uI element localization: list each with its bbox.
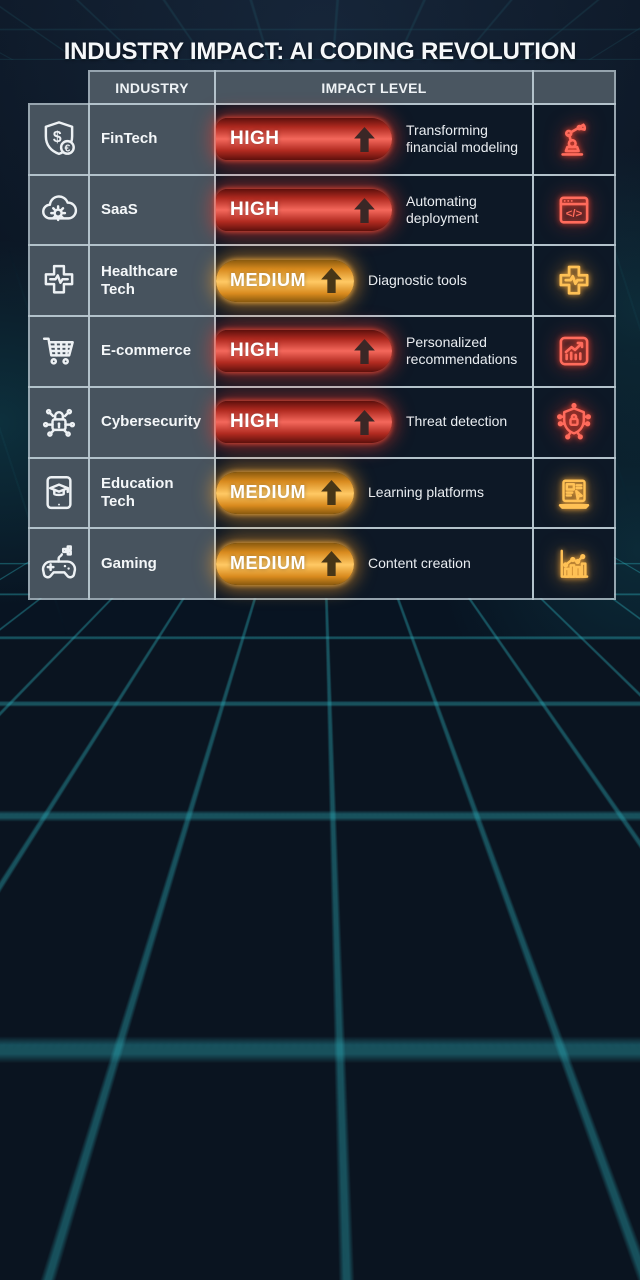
impact-cell-saas: HIGH Automating deployment: [216, 175, 532, 245]
category-cell-education: [534, 458, 614, 528]
category-cell-gaming: [534, 529, 614, 598]
game-controller-icon: [41, 544, 77, 579]
impact-cell-ecommerce: HIGH Personalized recommendations: [216, 317, 532, 386]
trend-chart-icon: [559, 337, 589, 366]
category-cell-ecommerce: [534, 317, 614, 386]
impact-description: Personalized recommendations: [406, 333, 518, 368]
impact-badge-medium: MEDIUM: [216, 259, 354, 302]
table-row-healthcare-icon-cell: [30, 246, 88, 316]
arrow-up-icon: [354, 197, 375, 223]
impact-description: Learning platforms: [368, 484, 484, 501]
industry-label-fintech: FinTech: [90, 105, 214, 174]
column-header-impact-level: IMPACT LEVEL: [216, 72, 532, 103]
table-row-gaming-icon-cell: [30, 529, 88, 598]
arrow-up-icon: [354, 409, 375, 435]
impact-table: INDUSTRY IMPACT LEVEL $ € FinTech HIGH T…: [30, 72, 614, 598]
industry-label-cybersecurity: Cybersecurity: [90, 387, 214, 457]
table-row-cybersecurity-icon-cell: [30, 387, 88, 457]
impact-level-label: HIGH: [230, 128, 280, 150]
svg-text:$: $: [53, 129, 62, 146]
column-header-industry: INDUSTRY: [90, 72, 214, 103]
impact-badge-high: HIGH: [216, 401, 392, 444]
impact-badge-high: HIGH: [216, 330, 392, 373]
robot-arm-icon: [561, 123, 587, 157]
impact-cell-gaming: MEDIUM Content creation: [216, 529, 532, 598]
impact-cell-healthcare: MEDIUM Diagnostic tools: [216, 246, 532, 316]
impact-level-label: MEDIUM: [230, 270, 306, 291]
svg-text:€: €: [64, 143, 70, 155]
impact-level-label: HIGH: [230, 411, 280, 433]
shield-currency-icon: $ €: [44, 121, 75, 156]
header-spacer: [30, 72, 88, 103]
arrow-up-icon: [321, 268, 342, 294]
impact-level-label: HIGH: [230, 340, 280, 362]
table-row-fintech-icon-cell: $ €: [30, 105, 88, 174]
medical-cross-glow-icon: [559, 265, 589, 295]
shield-lock-network-icon: [557, 403, 591, 440]
industry-label-healthcare: Healthcare Tech: [90, 246, 214, 316]
impact-cell-education: MEDIUM Learning platforms: [216, 458, 532, 528]
impact-badge-high: HIGH: [216, 189, 392, 232]
industry-label-education: Education Tech: [90, 458, 214, 528]
floor-grid-decoration: [0, 552, 640, 1280]
impact-description: Transforming financial modeling: [406, 121, 519, 156]
arrow-up-icon: [354, 126, 375, 152]
page-title: INDUSTRY IMPACT: AI CODING REVOLUTION: [63, 38, 577, 66]
arrow-up-icon: [321, 480, 342, 506]
impact-description: Diagnostic tools: [368, 272, 467, 289]
code-window-icon: </>: [559, 196, 589, 224]
network-lock-icon: [42, 409, 76, 438]
table-row-education-icon-cell: [30, 458, 88, 528]
impact-level-label: MEDIUM: [230, 482, 306, 503]
arrow-up-icon: [321, 551, 342, 577]
medical-cross-icon: [44, 264, 74, 294]
column-header-icons: [534, 72, 614, 103]
arrow-up-icon: [354, 339, 375, 364]
shopping-cart-icon: [42, 338, 74, 366]
impact-badge-high: HIGH: [216, 118, 392, 161]
cloud-gear-icon: [42, 195, 78, 222]
impact-level-label: MEDIUM: [230, 553, 306, 574]
tablet-graduation-icon: [46, 475, 72, 510]
laptop-learning-icon: [558, 479, 590, 509]
category-cell-cybersecurity: [534, 387, 614, 457]
impact-description: Threat detection: [406, 413, 508, 430]
industry-label-gaming: Gaming: [90, 529, 214, 598]
industry-label-saas: SaaS: [90, 175, 214, 245]
impact-level-label: HIGH: [230, 199, 280, 221]
table-row-saas-icon-cell: [30, 175, 88, 245]
svg-text:</>: </>: [566, 208, 583, 220]
category-cell-healthcare: [534, 246, 614, 316]
stats-chart-icon: [560, 549, 589, 578]
impact-cell-fintech: HIGH Transforming financial modeling: [216, 105, 532, 174]
category-cell-saas: </>: [534, 175, 614, 245]
impact-description: Content creation: [368, 554, 471, 571]
impact-description: Automating deployment: [406, 192, 479, 227]
impact-cell-cybersecurity: HIGH Threat detection: [216, 387, 532, 457]
industry-label-ecommerce: E-commerce: [90, 317, 214, 386]
impact-badge-medium: MEDIUM: [216, 471, 354, 514]
table-row-ecommerce-icon-cell: [30, 317, 88, 386]
category-cell-fintech: [534, 105, 614, 174]
impact-badge-medium: MEDIUM: [216, 542, 354, 585]
